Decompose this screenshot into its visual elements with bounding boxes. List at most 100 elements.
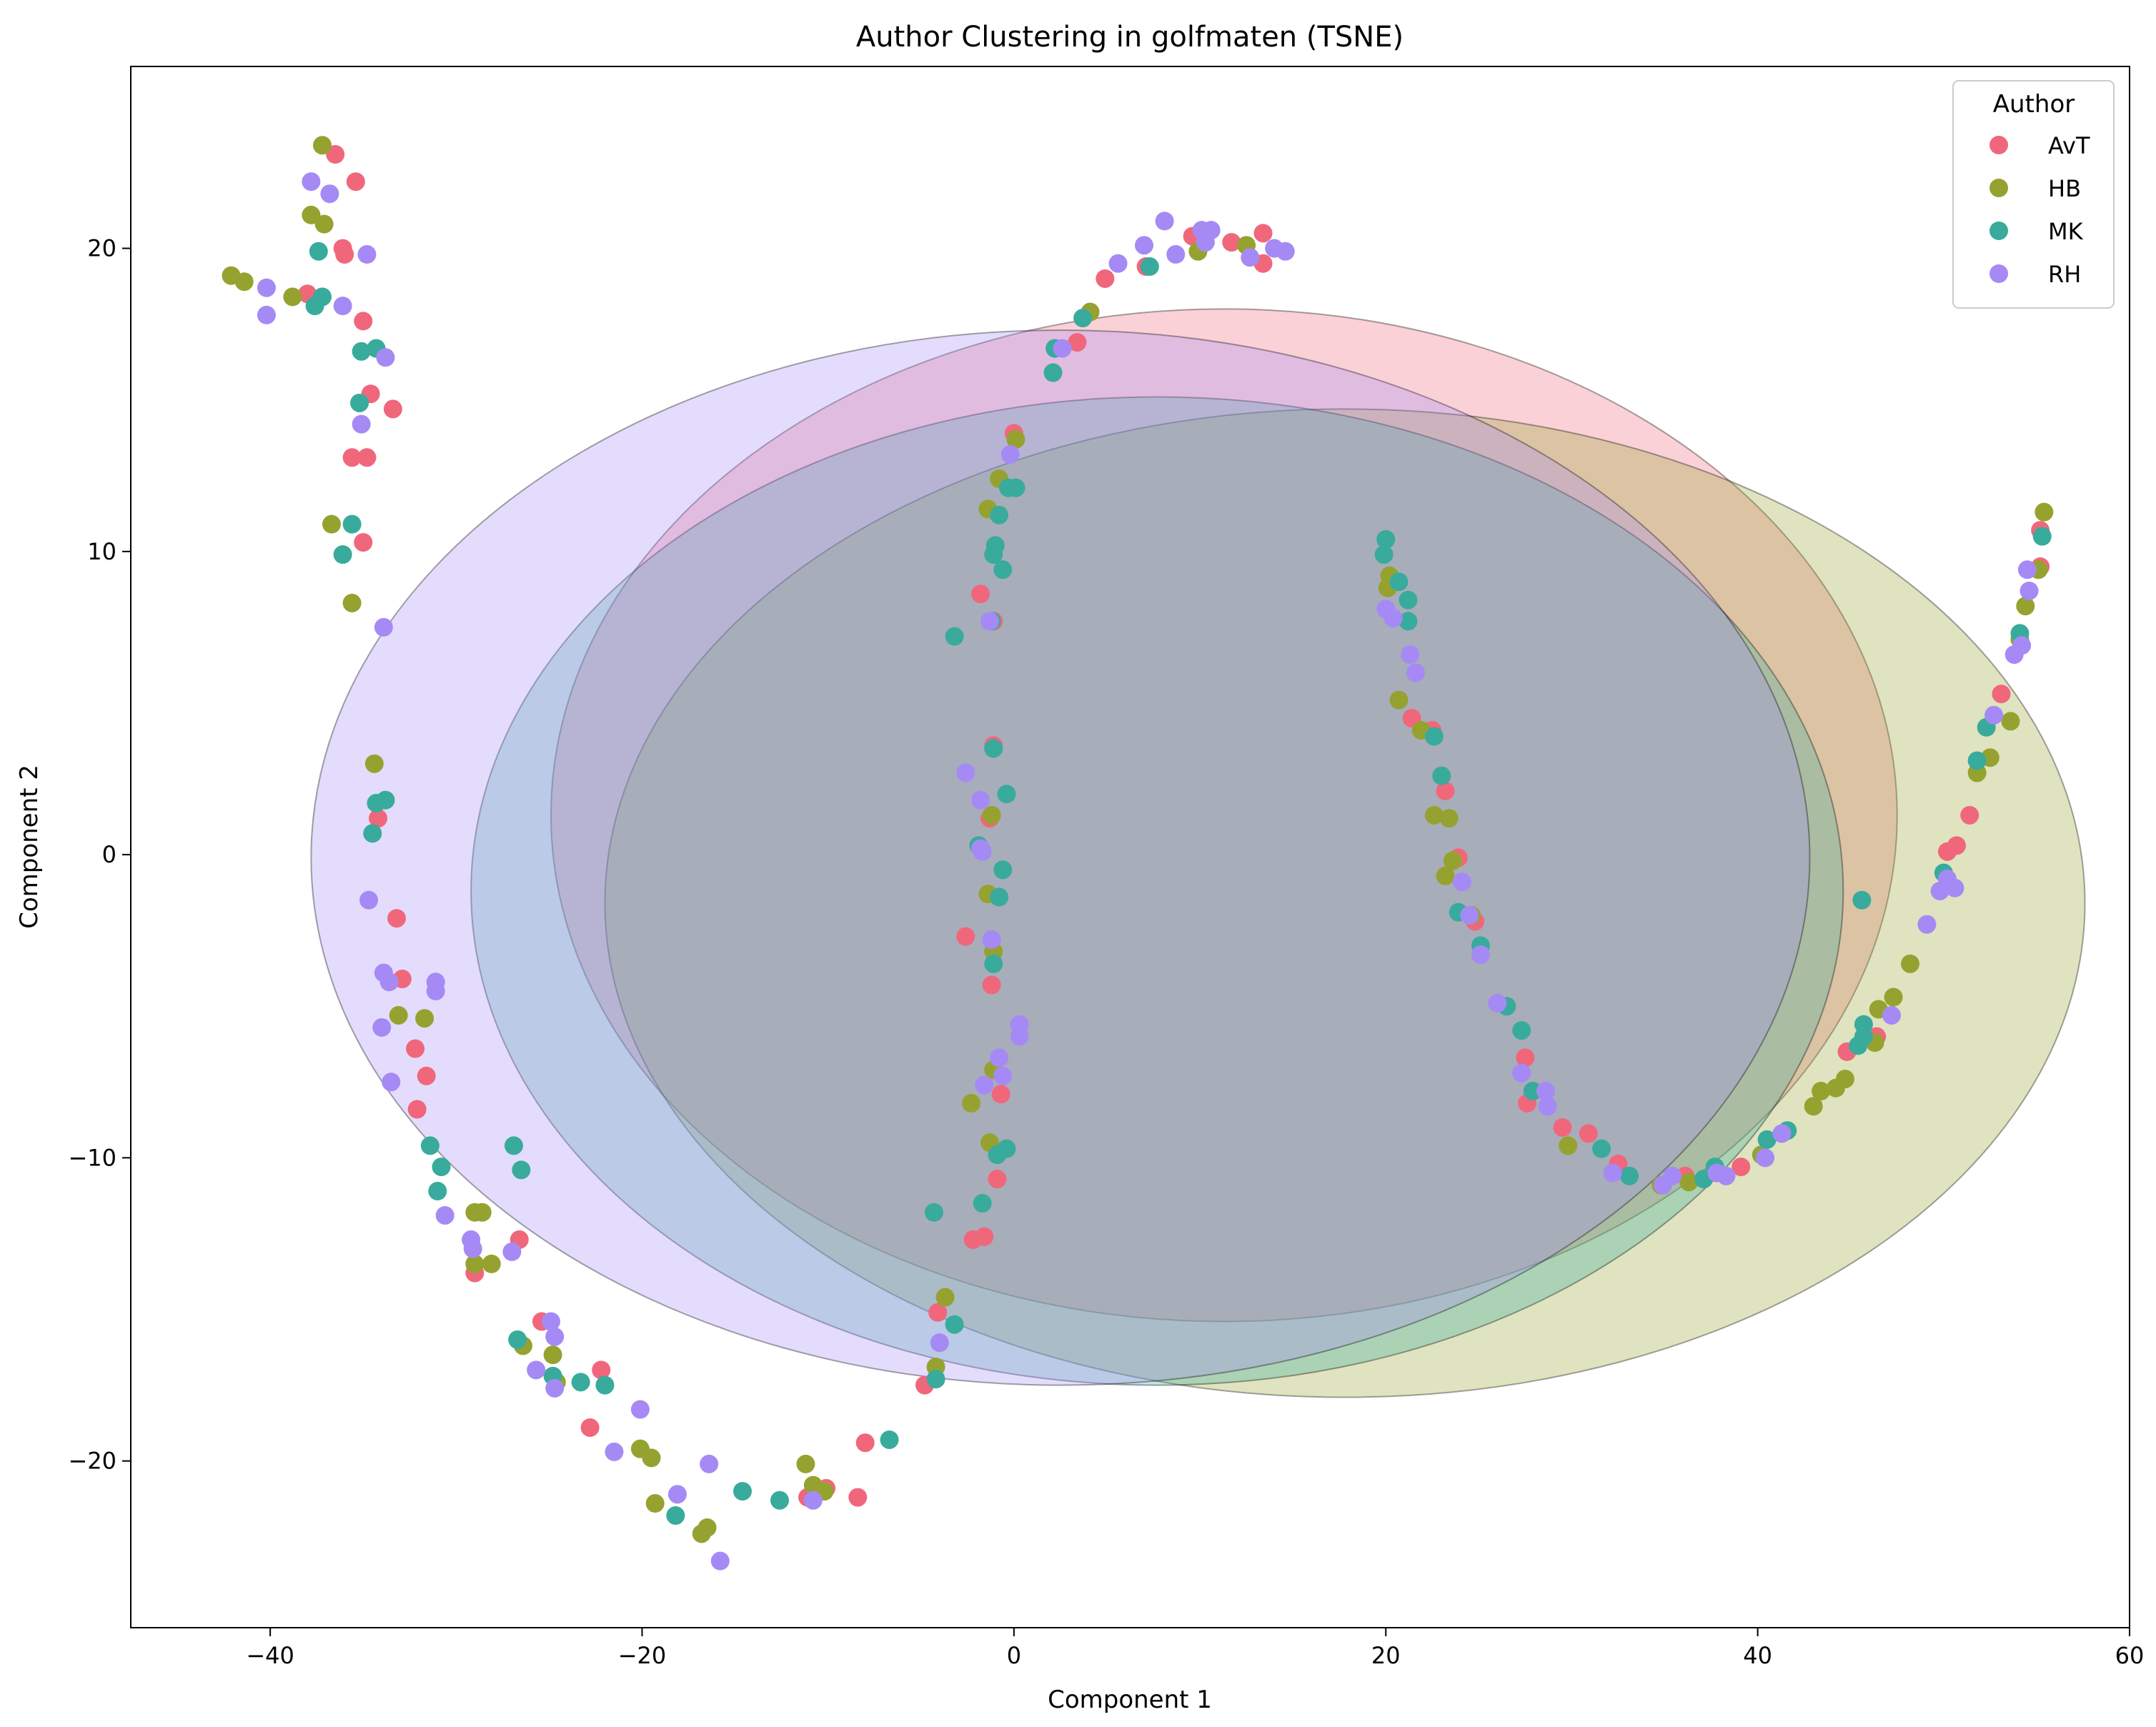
point-RH-70: [1756, 1148, 1775, 1168]
ellipse-MK: [470, 396, 1844, 1386]
point-HB-19: [642, 1448, 661, 1468]
point-MK-64: [1757, 1130, 1777, 1149]
point-HB-23: [796, 1454, 815, 1473]
point-MK-49: [1376, 529, 1396, 549]
point-RH-51: [1241, 248, 1260, 267]
point-AvT-24: [848, 1488, 868, 1507]
point-HB-13: [465, 1254, 485, 1273]
point-RH-16: [435, 1205, 454, 1225]
y-axis-label: Component 2: [15, 765, 44, 929]
point-AvT-61: [1947, 836, 1967, 855]
point-HB-49: [1559, 1136, 1578, 1155]
point-RH-13: [382, 1072, 401, 1092]
y-tick-label: 0: [102, 841, 116, 868]
point-RH-24: [605, 1442, 624, 1461]
point-MK-39: [993, 560, 1013, 579]
point-AvT-54: [1579, 1124, 1598, 1143]
y-axis: −20 −10 0 10 20: [68, 235, 131, 1475]
y-tick-label: −10: [68, 1144, 116, 1171]
point-RH-19: [502, 1242, 522, 1261]
point-AvT-10: [354, 533, 373, 552]
point-MK-58: [1512, 1021, 1531, 1040]
point-AvT-37: [1068, 333, 1087, 352]
point-MK-12: [428, 1182, 447, 1201]
point-RH-79: [2012, 636, 2032, 655]
point-AvT-34: [971, 584, 990, 604]
point-HB-46: [1436, 866, 1455, 885]
point-RH-44: [1108, 254, 1128, 273]
point-MK-50: [1389, 572, 1409, 592]
legend-label-HB: HB: [2048, 175, 2081, 202]
point-RH-38: [990, 1048, 1009, 1067]
point-MK-24: [925, 1203, 944, 1222]
plot-frame: [130, 66, 2130, 1628]
point-RH-71: [1772, 1124, 1792, 1143]
point-RH-59: [1460, 905, 1479, 925]
legend-marker-HB: [1989, 179, 2008, 197]
point-MK-47: [1140, 257, 1159, 277]
point-MK-46: [1073, 309, 1093, 328]
legend-marker-MK: [1989, 222, 2008, 240]
point-AvT-30: [956, 927, 975, 946]
legend-marker-RH: [1989, 264, 2008, 283]
point-HB-12: [472, 1203, 492, 1222]
legend: Author AvT HB MK RH: [1952, 80, 2115, 309]
point-AvT-48: [1436, 782, 1455, 801]
point-RH-32: [971, 790, 990, 810]
y-tick-label: 10: [87, 538, 116, 565]
point-RH-25: [630, 1400, 650, 1419]
point-HB-16: [543, 1345, 562, 1365]
point-HB-10: [415, 1009, 434, 1028]
point-MK-30: [984, 739, 1003, 758]
point-AvT-11: [369, 809, 388, 828]
point-RH-42: [1000, 445, 1020, 464]
point-MK-22: [770, 1490, 790, 1510]
point-MK-61: [1620, 1166, 1639, 1185]
point-MK-23: [880, 1430, 899, 1449]
ellipse-AvT: [550, 308, 1898, 1323]
point-HB-36: [1006, 429, 1025, 449]
point-HB-44: [1424, 805, 1444, 825]
point-AvT-51: [1516, 1048, 1535, 1067]
scatter-points: [222, 136, 2054, 1571]
point-MK-44: [1043, 363, 1063, 382]
point-AvT-12: [387, 909, 407, 928]
point-RH-60: [1471, 945, 1490, 965]
point-HB-3: [302, 205, 321, 224]
point-RH-2: [302, 172, 321, 191]
point-MK-16: [508, 1330, 527, 1349]
point-RH-26: [667, 1485, 687, 1504]
point-RH-73: [1917, 915, 1937, 934]
point-RH-34: [973, 842, 992, 861]
x-tick-label: 40: [1743, 1642, 1772, 1669]
point-RH-43: [1053, 339, 1072, 358]
point-MK-25: [926, 1370, 945, 1389]
point-RH-56: [1401, 645, 1420, 665]
point-MK-7: [333, 545, 352, 564]
point-MK-71: [1967, 751, 1987, 770]
point-AvT-53: [1553, 1118, 1572, 1137]
point-RH-6: [352, 414, 371, 434]
point-MK-41: [997, 1139, 1016, 1158]
point-RH-29: [803, 1490, 823, 1510]
point-RH-37: [980, 612, 1000, 631]
x-tick-label: 20: [1371, 1642, 1401, 1669]
point-RH-18: [463, 1239, 482, 1258]
point-RH-3: [320, 184, 339, 204]
point-MK-5: [350, 393, 369, 412]
point-RH-58: [1452, 872, 1471, 892]
point-MK-21: [733, 1482, 752, 1501]
point-HB-4: [314, 214, 334, 234]
point-RH-39: [993, 1066, 1013, 1085]
point-HB-6: [322, 514, 342, 534]
point-RH-67: [1662, 1166, 1681, 1185]
point-AvT-41: [1222, 233, 1241, 252]
point-AvT-7: [357, 448, 377, 467]
point-RH-47: [1166, 245, 1186, 264]
point-RH-20: [527, 1360, 546, 1380]
point-MK-51: [1399, 590, 1418, 609]
point-AvT-44: [991, 1085, 1010, 1104]
point-MK-37: [993, 860, 1013, 880]
point-AvT-62: [1960, 805, 1979, 825]
point-AvT-9: [383, 399, 402, 419]
